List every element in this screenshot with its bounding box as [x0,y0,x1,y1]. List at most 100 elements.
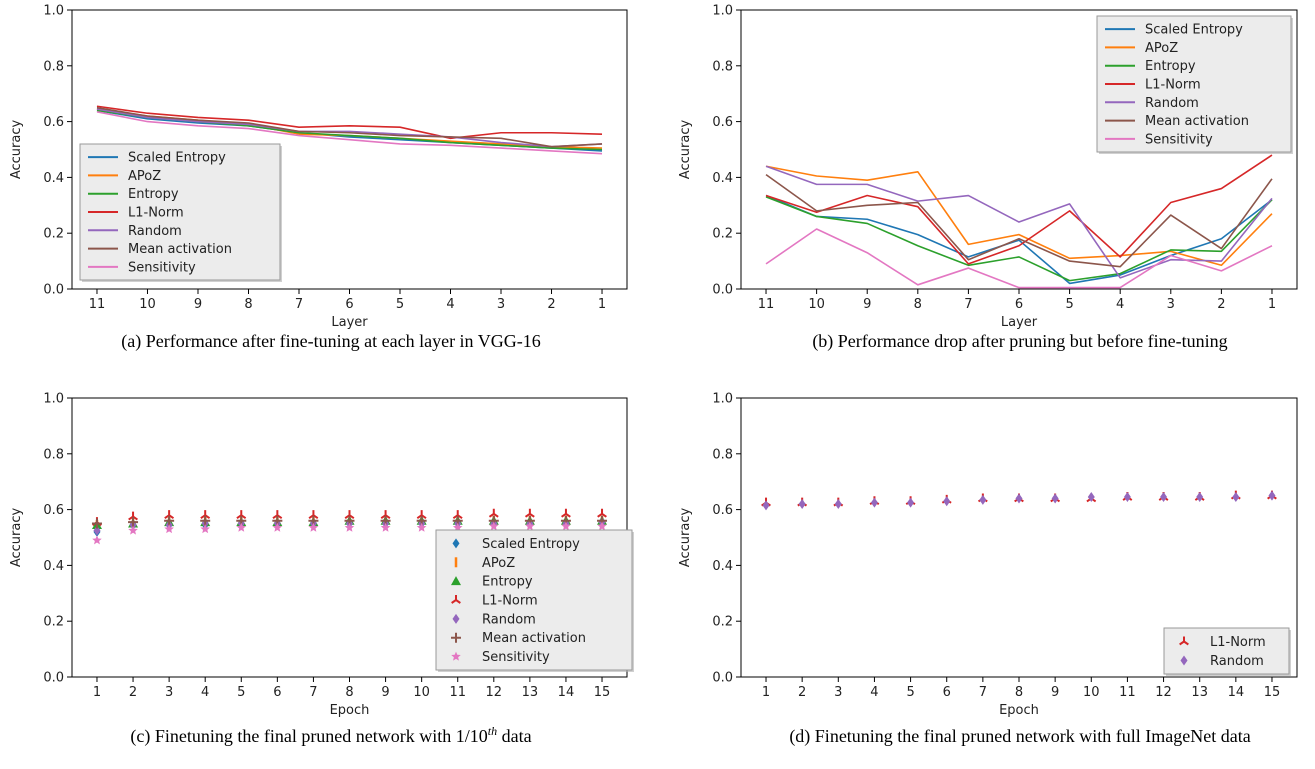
x-tick-label: 10 [808,297,825,312]
data-point [344,522,355,532]
data-point [200,510,211,520]
legend: Scaled Entropy APoZ Entropy L1-Norm Random Me… [435,529,634,672]
y-tick-label: 0.4 [712,559,733,574]
legend-label: APoZ [482,556,515,571]
legend-label: Random [1210,654,1264,669]
data-point [979,494,987,505]
legend-label: Mean activation [128,242,232,257]
y-tick-label: 0.0 [43,671,64,686]
series-line [765,196,1273,282]
x-tick-label: 2 [547,297,555,312]
x-tick-label: 7 [309,685,317,700]
x-tick-label: 14 [558,685,575,700]
caption: (b) Performance drop after pruning but b… [812,331,1227,352]
x-tick-label: 6 [345,297,353,312]
caption-main: (c) Finetuning the final pruned network … [130,726,487,747]
data-point [597,521,607,531]
data-point [943,496,951,507]
x-tick-label: 9 [1051,685,1059,700]
x-tick-label: 3 [497,297,505,312]
data-point [870,497,878,508]
x-tick-label: 10 [139,297,156,312]
y-tick-label: 0.0 [712,283,733,298]
x-tick-label: 4 [870,685,878,700]
legend-label: L1-Norm [482,594,538,609]
x-tick-label: 3 [165,685,173,700]
y-tick-label: 0.4 [43,171,64,186]
data-point [380,510,391,520]
x-tick-label: 13 [522,685,539,700]
data-point [128,517,139,528]
legend-label: APoZ [128,169,161,184]
data-point [344,510,355,520]
x-tick-label: 12 [486,685,503,700]
data-point [236,510,247,520]
y-tick-label: 1.0 [712,392,733,407]
data-point [272,510,283,520]
data-point [452,510,463,520]
x-axis-label: Epoch [330,703,370,718]
y-tick-label: 1.0 [43,4,64,19]
x-tick-label: 11 [449,685,466,700]
data-point [200,515,211,526]
x-tick-label: 3 [834,685,842,700]
y-tick-label: 0.4 [43,559,64,574]
data-point [1160,492,1168,503]
y-tick-label: 0.8 [43,447,64,462]
panel-c: 0.00.20.40.60.81.01 2 3 4 5 6 7 8 9 10 11 12 13 14 15E… [9,392,634,747]
data-point [907,497,915,508]
legend-label: Sensitivity [1145,132,1213,147]
legend-label: Mean activation [482,631,586,646]
data-point [128,525,138,535]
y-tick-label: 0.0 [43,283,64,298]
legend: Scaled Entropy APoZ Entropy L1-Norm Random Me… [1096,15,1293,154]
data-point [1196,492,1204,503]
x-tick-label: 5 [396,297,404,312]
data-point [1232,492,1240,503]
x-tick-label: 9 [381,685,389,700]
y-tick-label: 0.6 [712,115,733,130]
x-tick-label: 5 [1065,297,1073,312]
x-tick-label: 1 [1268,297,1276,312]
legend-label: Scaled Entropy [482,537,580,552]
data-point [416,510,427,520]
y-axis-label: Accuracy [9,508,24,568]
legend-label: APoZ [1145,41,1178,56]
caption: (d) Finetuning the final pruned network … [789,726,1250,747]
caption-superscript: th [488,724,497,738]
x-tick-label: 4 [201,685,209,700]
legend-label: L1-Norm [1210,635,1266,650]
y-axis-label: Accuracy [678,508,693,568]
data-point [1123,492,1131,503]
legend-label: Entropy [1145,59,1196,74]
x-tick-label: 12 [1155,685,1172,700]
data-point [91,518,102,529]
data-point [416,522,427,532]
y-tick-label: 0.2 [712,227,733,242]
data-point [164,524,174,534]
x-tick-label: 8 [345,685,353,700]
data-point [93,525,101,536]
legend-marker [451,576,461,586]
x-tick-label: 11 [758,297,775,312]
x-tick-label: 9 [194,297,202,312]
caption: (a) Performance after fine-tuning at eac… [121,331,540,352]
data-point [236,522,247,532]
x-tick-label: 15 [1264,685,1281,700]
series-line [765,165,1273,267]
panel-d: 0.00.20.40.60.81.01 2 3 4 5 6 7 8 9 10 11 12 13 14 15E… [678,392,1298,747]
x-tick-label: 11 [89,297,106,312]
x-axis-label: Layer [1001,315,1038,330]
x-tick-label: 10 [413,685,430,700]
x-tick-label: 2 [1217,297,1225,312]
x-tick-label: 11 [1119,685,1136,700]
caption: (c) Finetuning the final pruned network … [130,724,531,747]
legend-marker [451,651,461,661]
y-tick-label: 1.0 [43,392,64,407]
x-tick-label: 1 [598,297,606,312]
legend-label: Random [482,612,536,627]
legend-box [435,529,633,671]
data-point [272,522,283,532]
data-point [308,522,319,532]
